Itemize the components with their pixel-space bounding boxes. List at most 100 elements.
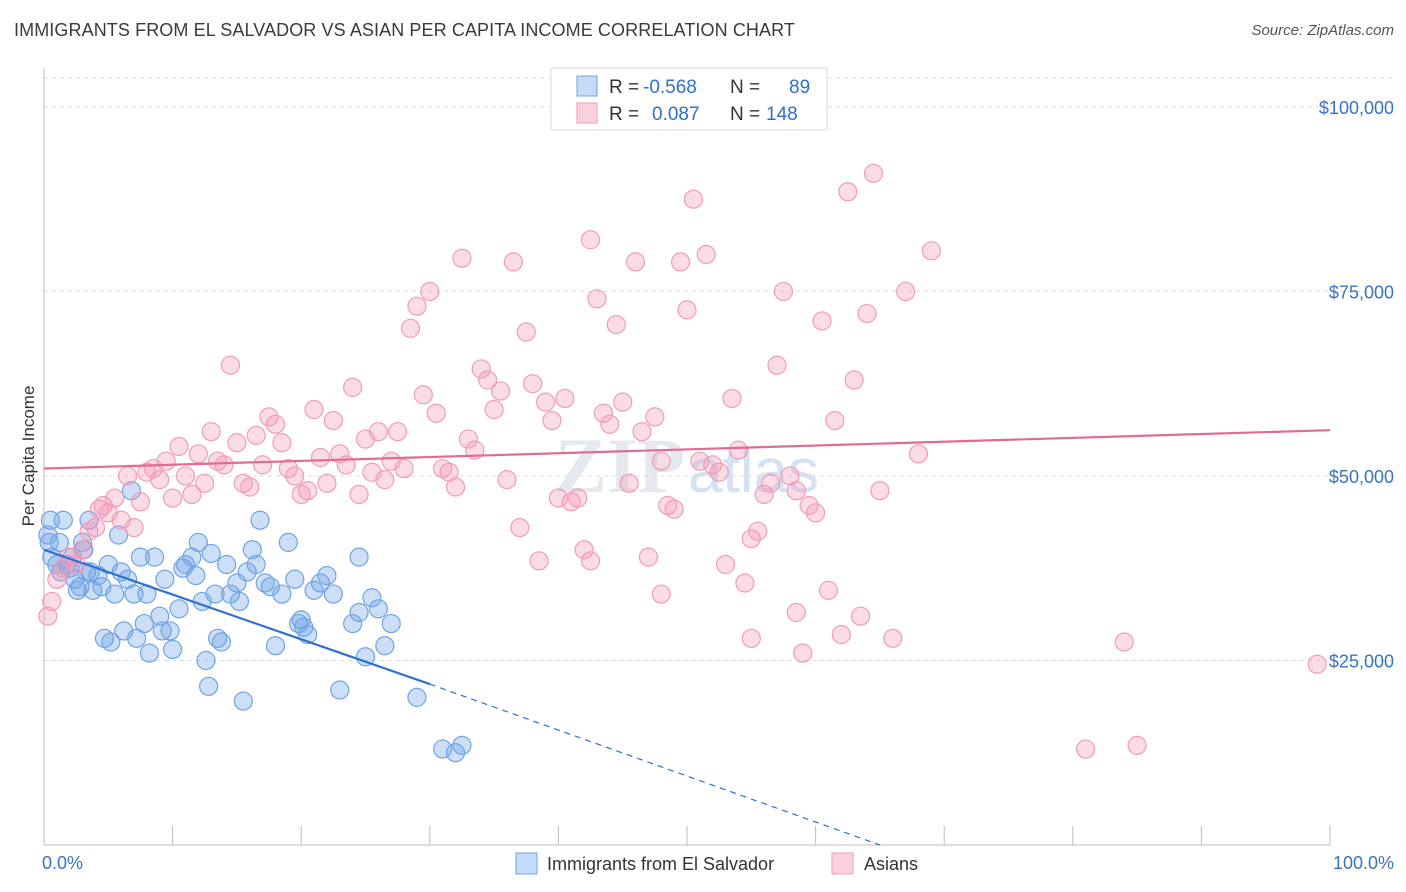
bottom-legend-label-asians: Asians bbox=[864, 854, 918, 874]
point-asians bbox=[188, 444, 208, 464]
point-el-salvador bbox=[349, 602, 369, 623]
point-el-salvador bbox=[407, 687, 427, 707]
point-el-salvador bbox=[94, 628, 115, 648]
point-asians bbox=[786, 481, 806, 501]
point-el-salvador bbox=[323, 584, 343, 604]
point-asians bbox=[529, 551, 549, 571]
point-asians bbox=[760, 473, 781, 493]
point-asians bbox=[47, 569, 67, 589]
point-asians bbox=[272, 433, 292, 453]
point-asians bbox=[1307, 654, 1327, 674]
point-el-salvador bbox=[38, 525, 58, 545]
point-el-salvador bbox=[330, 680, 350, 700]
point-asians bbox=[175, 466, 196, 486]
point-el-salvador bbox=[255, 573, 275, 593]
point-el-salvador bbox=[53, 510, 73, 530]
point-asians bbox=[921, 241, 941, 261]
point-el-salvador bbox=[186, 565, 206, 586]
point-asians bbox=[227, 433, 247, 453]
legend-r-value-2: 0.087 bbox=[652, 104, 700, 125]
point-asians bbox=[105, 488, 125, 508]
point-el-salvador bbox=[285, 569, 305, 589]
point-asians bbox=[117, 466, 138, 486]
point-el-salvador bbox=[317, 565, 337, 586]
point-asians bbox=[42, 591, 62, 612]
point-asians bbox=[651, 451, 671, 471]
point-asians bbox=[445, 477, 466, 497]
point-asians bbox=[632, 422, 652, 442]
legend-swatch-asians bbox=[576, 102, 598, 124]
point-asians bbox=[818, 580, 839, 600]
point-asians bbox=[793, 643, 813, 663]
point-asians bbox=[851, 606, 871, 626]
legend-r-label-1: R = bbox=[609, 77, 639, 98]
point-el-salvador bbox=[49, 532, 70, 552]
point-el-salvador bbox=[163, 639, 183, 660]
point-asians bbox=[298, 481, 318, 501]
point-el-salvador bbox=[150, 606, 170, 626]
point-asians bbox=[220, 355, 241, 375]
point-asians bbox=[124, 518, 144, 538]
point-asians bbox=[368, 422, 388, 442]
point-el-salvador bbox=[155, 569, 175, 589]
point-asians bbox=[349, 484, 369, 505]
point-asians bbox=[767, 355, 787, 375]
point-asians bbox=[426, 403, 446, 423]
point-el-salvador bbox=[144, 547, 165, 567]
point-asians bbox=[53, 558, 73, 578]
point-asians bbox=[130, 492, 151, 512]
point-asians bbox=[265, 414, 286, 434]
y-tick-labels: $25,000 $50,000 $75,000 $100,000 bbox=[1319, 98, 1394, 672]
point-asians bbox=[79, 521, 99, 541]
legend-r-label-2: R = bbox=[609, 104, 639, 125]
point-el-salvador bbox=[375, 636, 395, 656]
point-asians bbox=[246, 425, 266, 445]
point-el-salvador bbox=[196, 650, 216, 671]
point-asians bbox=[497, 470, 517, 490]
point-asians bbox=[208, 451, 228, 471]
point-asians bbox=[163, 488, 183, 508]
y-tick-label: $50,000 bbox=[1329, 467, 1394, 487]
trend-line-el-salvador-extrapolated bbox=[429, 683, 881, 846]
point-asians bbox=[233, 473, 253, 493]
point-asians bbox=[1076, 739, 1096, 759]
point-el-salvador bbox=[134, 613, 154, 634]
point-asians bbox=[709, 462, 729, 482]
point-el-salvador bbox=[233, 691, 253, 711]
point-asians bbox=[150, 470, 170, 490]
point-el-salvador bbox=[310, 573, 331, 593]
point-asians bbox=[625, 252, 646, 272]
series-asians bbox=[38, 163, 1327, 759]
point-asians bbox=[156, 451, 176, 471]
point-el-salvador bbox=[188, 532, 208, 552]
point-asians bbox=[683, 189, 704, 209]
legend-n-value-1: 89 bbox=[789, 77, 810, 98]
point-el-salvador bbox=[139, 643, 160, 663]
point-asians bbox=[182, 484, 202, 505]
point-asians bbox=[722, 388, 742, 409]
legend-top: R = -0.568 N = 89 R = 0.087 N = 148 bbox=[550, 67, 828, 131]
point-el-salvador bbox=[72, 532, 93, 552]
point-asians bbox=[478, 370, 498, 390]
point-asians bbox=[343, 377, 363, 397]
point-el-salvador bbox=[199, 676, 219, 696]
point-el-salvador bbox=[445, 743, 466, 763]
point-el-salvador bbox=[152, 621, 172, 641]
point-asians bbox=[613, 392, 633, 412]
point-asians bbox=[658, 495, 678, 516]
point-el-salvador bbox=[105, 584, 125, 604]
point-el-salvador bbox=[272, 584, 292, 604]
point-asians bbox=[433, 458, 453, 479]
point-el-salvador bbox=[362, 588, 382, 608]
point-el-salvador bbox=[67, 580, 88, 600]
point-asians bbox=[510, 518, 530, 538]
point-asians bbox=[812, 311, 832, 331]
point-el-salvador bbox=[246, 554, 266, 575]
x-tick-label-max: 100.0% bbox=[1333, 853, 1394, 873]
bottom-legend-swatch-el-salvador bbox=[515, 852, 538, 875]
y-axis-title: Per Capita Income bbox=[19, 386, 38, 527]
point-asians bbox=[201, 422, 221, 442]
point-asians bbox=[728, 440, 749, 460]
point-asians bbox=[304, 399, 324, 420]
axes bbox=[43, 68, 1331, 846]
